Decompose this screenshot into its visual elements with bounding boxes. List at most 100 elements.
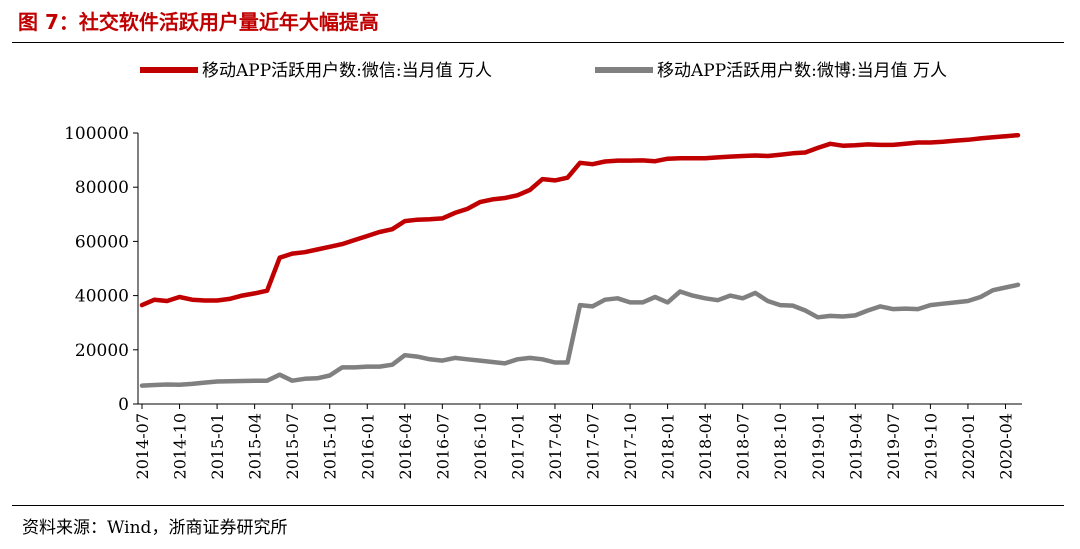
series-0-point-29: [504, 197, 506, 199]
series-0-point-31: [529, 189, 531, 191]
series-1-point-64: [942, 303, 944, 305]
x-tick-label-22: 2020-01: [959, 413, 978, 479]
series-1-point-1: [153, 384, 156, 386]
series-0-point-39: [629, 160, 631, 162]
series-0-point-12: [291, 253, 293, 255]
series-0-point-35: [579, 162, 581, 164]
x-tick-label-5: 2015-10: [321, 413, 340, 479]
x-tick-label-11: 2017-04: [546, 413, 565, 479]
series-0-point-38: [616, 160, 619, 162]
series-0-point-22: [416, 219, 418, 221]
y-tick-label-1: 20000: [75, 341, 129, 361]
series-1-point-47: [729, 295, 731, 297]
series-1-point-49: [754, 292, 756, 294]
series-0-point-55: [829, 143, 831, 145]
series-1-point-36: [591, 305, 594, 307]
y-tick-label-5: 100000: [64, 124, 129, 144]
series-0-point-47: [729, 156, 731, 158]
series-0-point-26: [466, 208, 468, 210]
series-1-point-6: [216, 380, 218, 383]
series-0-point-6: [216, 299, 218, 302]
series-1-point-25: [454, 357, 456, 359]
series-1-point-15: [329, 374, 331, 377]
series-1-point-22: [416, 356, 418, 358]
series-0-point-43: [679, 157, 681, 159]
series-1-point-28: [491, 361, 493, 363]
series-1-point-9: [254, 380, 256, 382]
series-0-point-68: [992, 136, 994, 138]
series-1-point-41: [654, 296, 656, 298]
series-1-point-42: [667, 301, 669, 303]
series-1-point-27: [479, 360, 481, 362]
x-axis: 2014-07 2014-10 2015-01 2015-04 2015-07 2015-…: [133, 403, 1022, 479]
x-tick-label-15: 2018-04: [696, 413, 715, 479]
series-1-point-31: [529, 357, 531, 359]
series-1-point-23: [429, 358, 431, 360]
x-tick-label-13: 2017-10: [621, 413, 640, 479]
series-1-point-18: [366, 366, 368, 368]
series-0-point-30: [516, 194, 519, 196]
x-tick-label-18: 2019-01: [809, 413, 828, 479]
line-chart: 移动APP活跃用户数:微信:当月值 万人 移动APP活跃用户数:微博:当月值 万人…: [64, 61, 1022, 479]
series-1-point-45: [704, 297, 706, 299]
series-0-point-41: [654, 160, 656, 162]
x-tick-label-10: 2017-01: [508, 413, 527, 479]
series-1-point-54: [817, 316, 819, 318]
series-1-point-46: [717, 299, 719, 301]
x-tick-label-20: 2019-07: [884, 413, 903, 479]
series-1-point-67: [979, 296, 982, 298]
x-tick-label-1: 2014-10: [171, 413, 190, 479]
series-0-point-15: [329, 246, 331, 248]
series-0-point-9: [254, 292, 256, 294]
series-0-point-18: [366, 235, 368, 237]
series-1-point-43: [679, 290, 681, 293]
x-tick-label-9: 2016-10: [471, 413, 490, 479]
y-axis: 0 20000 40000 60000 80000 100000: [64, 124, 139, 415]
series-0-point-16: [341, 243, 343, 245]
series-1-point-0: [141, 385, 143, 387]
x-tick-label-19: 2019-04: [846, 413, 865, 479]
series-1-point-44: [692, 295, 694, 297]
series-0-point-21: [404, 220, 406, 222]
series-1-point-69: [1004, 286, 1007, 289]
series-0-point-66: [967, 139, 969, 141]
series-1-point-65: [954, 301, 957, 303]
series-1-point-68: [992, 289, 994, 291]
series-0-point-11: [279, 257, 281, 259]
y-tick-label-3: 60000: [75, 232, 129, 252]
series-0-point-25: [454, 212, 456, 214]
series-0-point-14: [316, 248, 318, 251]
series-1-point-11: [279, 374, 281, 376]
legend-label-1: 移动APP活跃用户数:微博:当月值 万人: [657, 61, 947, 81]
series-1-point-2: [166, 383, 168, 386]
series-0-point-34: [566, 177, 569, 179]
series-0-point-36: [591, 163, 594, 165]
series-0-point-42: [667, 158, 669, 160]
series-1-point-51: [779, 304, 781, 306]
series-1-point-37: [604, 299, 606, 301]
x-tick-label-8: 2016-07: [433, 413, 452, 479]
series-0-point-53: [804, 151, 806, 154]
series-0-point-32: [541, 178, 544, 180]
series-1-point-3: [178, 384, 181, 386]
series-0-point-20: [391, 228, 393, 230]
series-1-point-19: [379, 366, 381, 368]
series-1-point-5: [204, 382, 206, 384]
series-0-point-17: [354, 239, 356, 241]
series-1-point-7: [229, 380, 231, 382]
x-tick-label-21: 2019-10: [921, 413, 940, 479]
series-line-0: [139, 132, 1021, 308]
series-1-point-16: [341, 366, 343, 368]
series-0-point-54: [817, 147, 819, 149]
series-1-point-38: [616, 297, 619, 299]
series-1-point-50: [767, 300, 769, 302]
series-0-point-24: [441, 217, 443, 219]
y-tick-label-4: 80000: [75, 178, 129, 198]
y-tick-label-2: 40000: [75, 287, 129, 307]
legend-label-0: 移动APP活跃用户数:微信:当月值 万人: [202, 61, 492, 81]
series-1-point-8: [241, 380, 243, 382]
series-0-point-65: [954, 140, 957, 142]
x-tick-label-12: 2017-07: [584, 413, 603, 479]
x-tick-label-3: 2015-04: [246, 413, 265, 479]
figure-title: 图 7：社交软件活跃用户量近年大幅提高: [18, 10, 379, 34]
